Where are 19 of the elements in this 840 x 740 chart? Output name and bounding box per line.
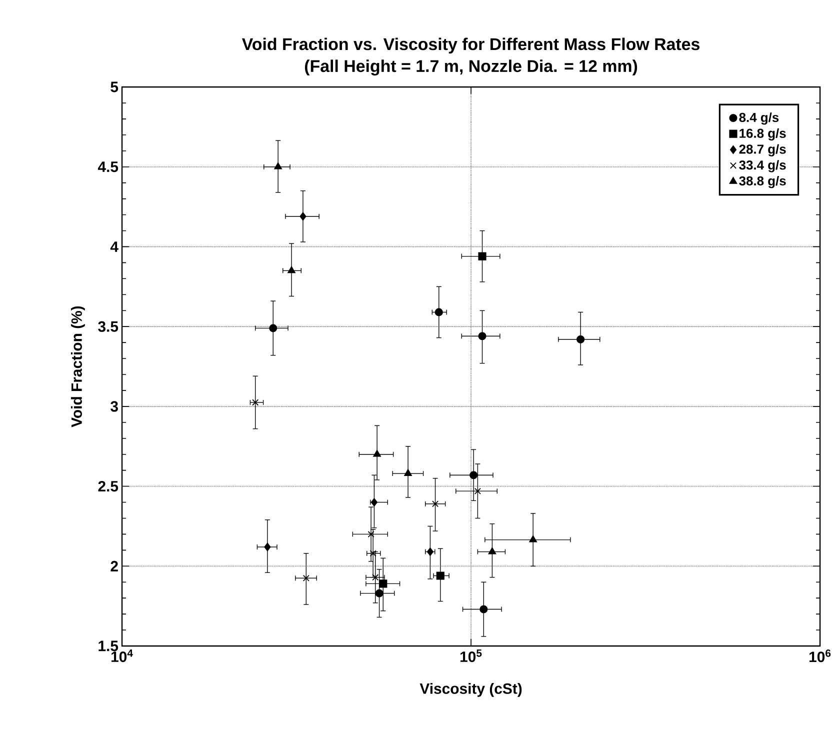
y-axis-title: Void Fraction (%): [70, 306, 85, 428]
legend-label: 38.8 g/s: [739, 176, 786, 188]
legend-label: 8.4 g/s: [739, 112, 779, 125]
x-axis-title: Viscosity (cSt): [420, 682, 522, 697]
chart-subtitle: (Fall Height = 1.7 m, Nozzle Dia. = 12 mm): [304, 60, 638, 76]
y-tick-label: 3.5: [98, 321, 118, 332]
y-tick-label: 2.5: [98, 480, 118, 492]
y-tick-label: 3: [110, 401, 118, 412]
legend-label: 28.7 g/s: [739, 144, 786, 156]
x-tick-label: 10$^{5}$: [460, 650, 482, 662]
y-tick-label: 5: [110, 82, 118, 92]
y-tick-label: 4.5: [98, 162, 118, 172]
legend-label: 33.4 g/s: [739, 160, 786, 172]
y-tick-label: 1.5: [98, 640, 118, 652]
y-tick-label: 4: [110, 242, 118, 252]
x-tick-label: 10$^{6}$: [809, 650, 831, 662]
legend-label: 16.8 g/s: [740, 128, 786, 141]
y-tick-label: 2: [110, 560, 118, 572]
chart-title: Void Fraction vs. Viscosity for Different Mass Flow Rates: [242, 38, 700, 54]
